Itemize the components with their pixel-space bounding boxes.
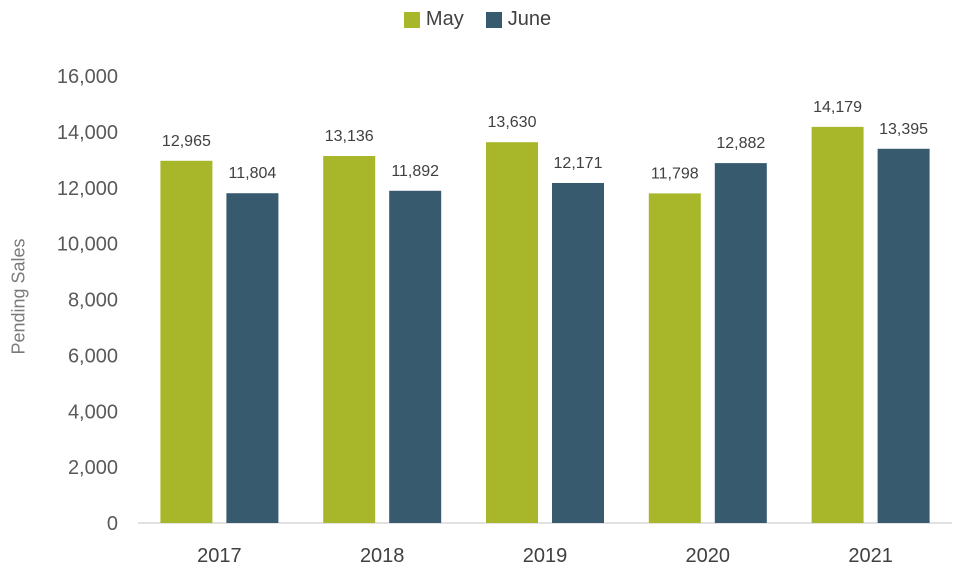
data-label-june-2018: 11,892: [391, 163, 439, 180]
y-tick-label: 8,000: [68, 290, 118, 312]
y-tick-label: 14,000: [57, 122, 118, 144]
x-tick-label: 2018: [360, 545, 405, 567]
y-tick-label: 12,000: [57, 178, 118, 200]
bar-june-2017: [226, 193, 279, 523]
y-tick-label: 10,000: [57, 234, 118, 256]
bar-may-2017: [160, 160, 213, 523]
x-tick-label: 2017: [197, 545, 242, 567]
y-tick-label: 2,000: [68, 457, 118, 479]
bar-june-2018: [389, 190, 442, 523]
data-label-may-2021: 14,179: [813, 99, 862, 116]
bar-may-2018: [323, 156, 376, 523]
x-tick-label: 2019: [523, 545, 568, 567]
data-label-may-2017: 12,965: [162, 133, 211, 150]
legend: May June: [0, 8, 955, 31]
legend-item-may: May: [403, 8, 464, 31]
data-label-june-2020: 12,882: [716, 135, 765, 152]
bar-may-2020: [648, 193, 701, 523]
bar-may-2019: [486, 142, 538, 524]
bar-may-2021: [811, 126, 864, 523]
bar-june-2019: [552, 182, 604, 523]
y-tick-label: 0: [107, 513, 118, 535]
x-tick-label: 2020: [686, 545, 731, 567]
y-tick-label: 4,000: [68, 401, 118, 423]
bar-june-2021: [877, 148, 930, 523]
bar-june-2020: [714, 163, 767, 523]
data-label-june-2017: 11,804: [229, 165, 277, 182]
legend-label-may: May: [425, 8, 464, 30]
y-tick-label: 6,000: [68, 345, 118, 367]
legend-swatch-may: [403, 11, 420, 28]
y-tick-label: 16,000: [57, 66, 118, 88]
legend-swatch-june: [485, 11, 502, 28]
data-label-june-2019: 12,171: [554, 155, 603, 172]
legend-label-june: June: [507, 8, 552, 30]
x-tick-label: 2021: [848, 545, 893, 567]
data-label-june-2021: 13,395: [879, 121, 928, 138]
legend-item-june: June: [485, 8, 552, 31]
data-label-may-2019: 13,630: [488, 114, 537, 131]
data-label-may-2020: 11,798: [651, 165, 699, 182]
data-label-may-2018: 13,136: [325, 128, 374, 145]
